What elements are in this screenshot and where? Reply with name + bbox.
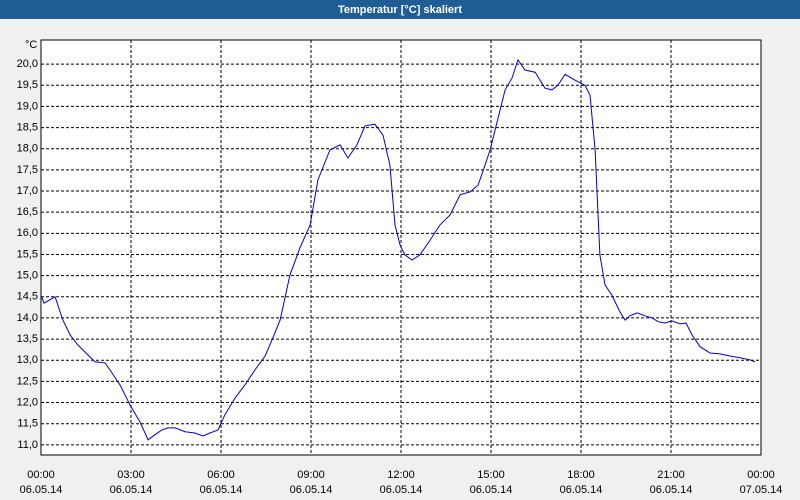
y-tick-label: 11,5 <box>17 418 38 430</box>
x-tick-date: 07.05.14 <box>740 484 783 496</box>
x-tick-label: 09:00 <box>297 469 325 481</box>
data-line <box>40 58 756 441</box>
y-tick-label: 17,0 <box>17 185 38 197</box>
x-tick-label: 00:00 <box>747 469 775 481</box>
x-tick-date: 06.05.14 <box>470 484 513 496</box>
y-unit-label: °C <box>25 39 37 51</box>
x-tick-label: 18:00 <box>567 469 595 481</box>
chart-title: Temperatur [°C] skaliert <box>338 4 462 16</box>
x-tick-date: 06.05.14 <box>110 484 153 496</box>
y-tick-label: 12,0 <box>17 396 38 408</box>
y-tick-label: 16,5 <box>17 206 38 218</box>
y-tick-label: 13,5 <box>17 333 38 345</box>
y-tick-label: 13,0 <box>17 354 38 366</box>
y-tick-label: 18,0 <box>17 143 38 155</box>
x-tick-label: 03:00 <box>117 469 145 481</box>
x-tick-date: 06.05.14 <box>290 484 333 496</box>
x-tick-date: 06.05.14 <box>650 484 693 496</box>
y-tick-label: 11,0 <box>17 439 38 451</box>
x-tick-label: 06:00 <box>207 469 235 481</box>
y-tick-label: 18,5 <box>17 121 38 133</box>
title-bar <box>0 0 800 19</box>
x-tick-date: 06.05.14 <box>380 484 423 496</box>
x-tick-label: 21:00 <box>657 469 685 481</box>
x-tick-date: 06.05.14 <box>20 484 63 496</box>
x-tick-label: 00:00 <box>27 469 55 481</box>
x-tick-label: 15:00 <box>477 469 505 481</box>
x-tick-label: 12:00 <box>387 469 415 481</box>
y-tick-label: 17,5 <box>17 164 38 176</box>
y-tick-label: 19,5 <box>17 79 38 91</box>
y-tick-label: 19,0 <box>17 100 38 112</box>
x-tick-date: 06.05.14 <box>200 484 243 496</box>
y-tick-label: 14,5 <box>17 291 38 303</box>
x-tick-date: 06.05.14 <box>560 484 603 496</box>
y-tick-label: 15,0 <box>17 270 38 282</box>
y-tick-label: 14,0 <box>17 312 38 324</box>
y-tick-label: 20,0 <box>17 58 38 70</box>
y-tick-label: 16,0 <box>17 227 38 239</box>
y-tick-label: 12,5 <box>17 375 38 387</box>
y-tick-label: 15,5 <box>17 248 38 260</box>
